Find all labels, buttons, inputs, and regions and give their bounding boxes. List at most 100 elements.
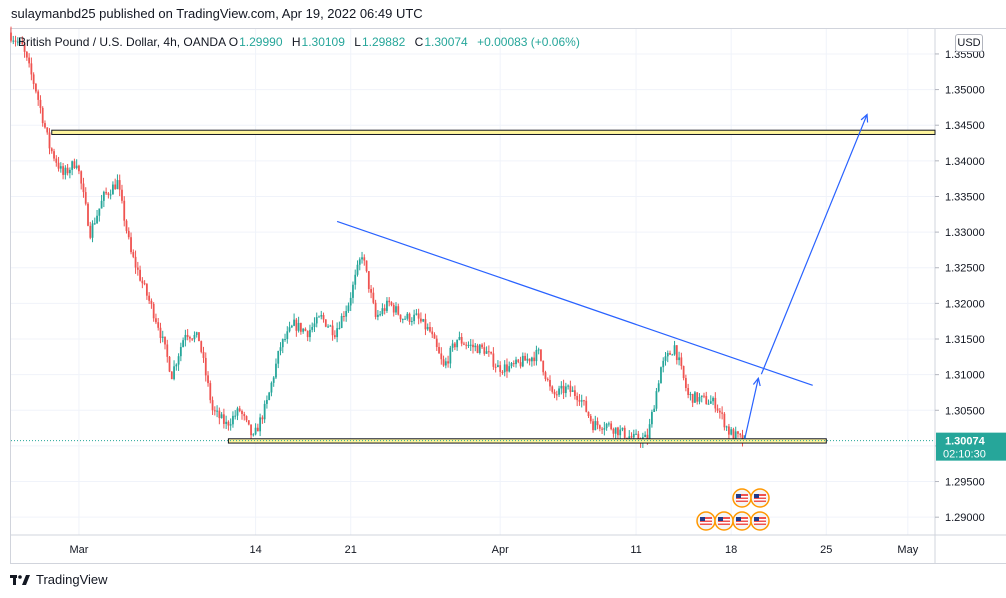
candle-down xyxy=(555,394,558,396)
candle-down xyxy=(87,203,89,226)
economic-event-icon[interactable] xyxy=(696,511,716,531)
candle-down xyxy=(204,357,207,376)
candle-down xyxy=(247,420,250,425)
candle-down xyxy=(53,151,55,159)
candle-up xyxy=(508,366,511,372)
candle-down xyxy=(431,331,434,335)
candle-up xyxy=(184,334,187,341)
candle-down xyxy=(89,225,92,238)
candle-up xyxy=(356,264,359,275)
candle-up xyxy=(485,351,488,354)
candle-up xyxy=(347,305,350,311)
time-axis: Mar 14 21 Apr 11 18 25 May xyxy=(69,544,918,556)
candle-down xyxy=(392,304,395,313)
candle-up xyxy=(116,180,119,190)
candle-up xyxy=(537,349,540,351)
candle-down xyxy=(211,400,214,411)
candle-up xyxy=(444,361,447,366)
candle-up xyxy=(59,166,62,169)
candle-down xyxy=(80,171,83,184)
candle-down xyxy=(397,306,400,315)
candle-up xyxy=(376,314,379,317)
price-tick-label: 1.31500 xyxy=(945,334,985,346)
time-tick-label: 14 xyxy=(249,544,261,556)
economic-event-icon[interactable] xyxy=(750,488,770,508)
candle-up xyxy=(694,392,696,403)
candle-up xyxy=(401,319,404,321)
candle-up xyxy=(607,423,610,425)
flag-stripe xyxy=(718,522,730,524)
descending-trendline[interactable] xyxy=(336,220,813,386)
candle-up xyxy=(336,328,339,338)
candle-down xyxy=(157,322,160,328)
candle-down xyxy=(675,345,678,361)
candle-up xyxy=(734,431,737,439)
candle-down xyxy=(669,353,671,355)
flag-stripe xyxy=(754,522,766,524)
candle-down xyxy=(682,366,685,379)
candle-up xyxy=(112,184,114,195)
candle-up xyxy=(605,423,608,429)
economic-event-icon[interactable] xyxy=(732,511,752,531)
candle-down xyxy=(540,349,542,361)
candle-down xyxy=(139,269,141,281)
candle-up xyxy=(725,426,728,428)
candle-up xyxy=(628,436,631,439)
candle-up xyxy=(497,365,499,368)
candle-down xyxy=(343,316,345,318)
candle-up xyxy=(309,329,311,338)
candle-down xyxy=(209,383,212,401)
projection-arrow-1[interactable] xyxy=(744,378,759,439)
flag-stripe xyxy=(700,522,712,524)
candle-down xyxy=(687,388,690,395)
candle-up xyxy=(302,328,305,332)
candle-up xyxy=(358,259,361,265)
candle-down xyxy=(420,318,422,322)
candle-up xyxy=(474,345,477,348)
candle-up xyxy=(535,350,538,362)
candle-up xyxy=(179,347,182,357)
candle-down xyxy=(37,91,40,100)
price-tick-label: 1.29500 xyxy=(945,477,985,489)
candle-down xyxy=(372,292,375,303)
footer-brand[interactable]: TradingView xyxy=(10,572,108,587)
candle-up xyxy=(662,360,665,368)
candle-up xyxy=(12,40,15,42)
candle-down xyxy=(696,392,699,402)
projection-arrow-2[interactable] xyxy=(760,114,868,375)
candle-down xyxy=(587,411,590,417)
candle-down xyxy=(544,372,547,379)
economic-event-icon[interactable] xyxy=(750,511,770,531)
candle-down xyxy=(14,40,17,42)
economic-event-icon[interactable] xyxy=(714,511,734,531)
candle-up xyxy=(109,194,112,196)
candle-down xyxy=(596,421,599,426)
candle-down xyxy=(125,220,128,231)
candle-up xyxy=(315,317,318,324)
candle-down xyxy=(261,417,264,420)
currency-button[interactable]: USD xyxy=(955,34,983,52)
candle-up xyxy=(530,357,533,362)
resistance-zone[interactable] xyxy=(51,129,936,135)
flag-stripe xyxy=(754,496,766,498)
candle-up xyxy=(653,408,656,412)
candle-up xyxy=(657,383,660,392)
drawing-lines xyxy=(11,113,935,442)
candle-down xyxy=(617,427,619,436)
candle-down xyxy=(143,283,146,285)
candle-down xyxy=(739,433,742,435)
candle-down xyxy=(610,423,613,430)
candle-down xyxy=(148,295,151,301)
economic-event-icon[interactable] xyxy=(732,488,752,508)
open-value: 1.29990 xyxy=(239,35,283,49)
candle-down xyxy=(601,428,603,430)
candle-up xyxy=(220,414,223,419)
candle-down xyxy=(370,289,372,293)
projection-arrow-1-head xyxy=(752,376,761,387)
candle-down xyxy=(213,410,216,412)
candle-up xyxy=(232,415,234,425)
candle-series xyxy=(10,26,746,449)
candle-down xyxy=(691,394,694,403)
candle-down xyxy=(487,351,490,353)
